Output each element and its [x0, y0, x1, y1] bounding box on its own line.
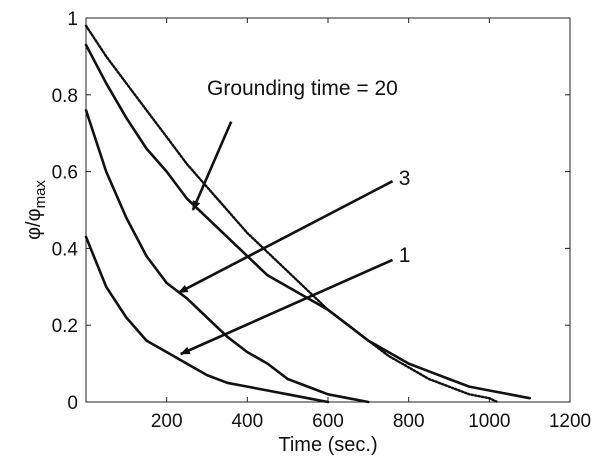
x-tick-label: 200	[151, 411, 183, 432]
plot-frame	[85, 17, 571, 403]
x-tick-label: 1000	[468, 411, 510, 432]
x-tick-label: 400	[231, 411, 263, 432]
y-tick-label: 0	[67, 393, 78, 414]
annotation-layer: Grounding time = 20 3 1	[177, 77, 411, 356]
x-tick-label: 800	[393, 411, 425, 432]
x-axis-label: Time (sec.)	[278, 434, 377, 456]
series-line-3	[84, 108, 370, 404]
axis-ticks: 200 400 600 800 1000 1200 0 0.2 0.4 0.6 0.8 1	[52, 9, 592, 432]
annotation-label: Grounding time = 20	[207, 77, 398, 100]
series-line-1	[84, 24, 499, 404]
annotation-arrow	[179, 258, 394, 356]
y-tick-label: 0.8	[52, 86, 78, 107]
y-tick-label: 0.6	[52, 163, 78, 184]
y-axis-label-subscript: max	[32, 180, 49, 209]
x-tick-label: 600	[312, 411, 344, 432]
y-tick-label: 1	[67, 9, 78, 30]
y-axis-label-main: φ/φ	[23, 208, 45, 240]
annotation-label: 1	[399, 244, 411, 267]
y-tick-label: 0.2	[52, 316, 78, 337]
series-line-4	[84, 235, 330, 404]
annotation-arrow	[191, 121, 233, 211]
y-axis-label: φ/φmax	[23, 180, 49, 240]
annotation-label: 3	[399, 167, 411, 190]
annotation-arrow	[177, 180, 394, 294]
y-tick-label: 0.4	[52, 239, 79, 260]
x-tick-label: 1200	[549, 411, 591, 432]
